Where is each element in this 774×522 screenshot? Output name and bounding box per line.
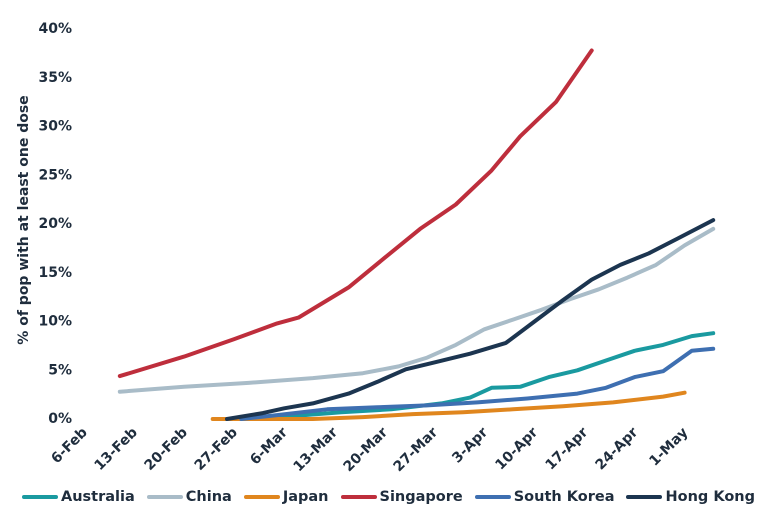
series-line-south-korea <box>239 346 716 421</box>
legend-swatch <box>626 495 663 499</box>
y-tick-label: 40% <box>38 21 72 37</box>
y-tick-label: 20% <box>38 216 72 232</box>
y-tick-label: 30% <box>38 119 72 135</box>
legend-label: South Korea <box>513 489 615 505</box>
legend-item: China <box>146 489 232 505</box>
series-line-hong-kong <box>225 218 716 421</box>
legend-label: Japan <box>282 489 329 505</box>
x-tick-label: 6-Feb <box>48 425 90 467</box>
legend-swatch <box>474 495 511 499</box>
series-line-singapore <box>117 48 594 379</box>
y-tick-label: 10% <box>38 314 72 330</box>
legend-swatch <box>243 495 280 499</box>
x-tick-label: 6-Mar <box>247 424 291 468</box>
series-line-australia <box>239 331 716 421</box>
y-tick-label: 35% <box>38 70 72 86</box>
x-tick-label: 24-Apr <box>593 424 642 473</box>
legend-item: South Korea <box>474 489 615 505</box>
series-lines <box>117 48 716 421</box>
y-axis-ticks: 0% 5% 10% 15% 20% 25% 30% 35% 40% <box>38 21 72 427</box>
x-tick-label: 20-Feb <box>142 425 191 474</box>
x-tick-label: 13-Feb <box>92 425 141 474</box>
legend-item: Hong Kong <box>626 489 755 505</box>
legend-label: Hong Kong <box>665 489 755 505</box>
x-tick-label: 10-Apr <box>492 424 541 473</box>
legend-item: Japan <box>243 489 329 505</box>
x-tick-label: 27-Mar <box>391 424 442 475</box>
legend-item: Singapore <box>340 489 463 505</box>
series-line-china <box>117 226 716 394</box>
legend-swatch <box>340 495 377 499</box>
legend-label: China <box>185 489 232 505</box>
legend-item: Australia <box>22 489 135 505</box>
x-tick-label: 27-Feb <box>192 425 241 474</box>
legend-swatch <box>146 495 183 499</box>
legend: Australia China Japan Singapore South Korea H… <box>22 489 767 505</box>
legend-swatch <box>22 495 58 499</box>
y-tick-label: 25% <box>38 167 72 183</box>
y-tick-label: 5% <box>48 362 72 378</box>
y-axis-label: % of pop with at least one dose <box>16 95 32 344</box>
x-tick-label: 20-Mar <box>341 424 392 475</box>
legend-label: Australia <box>61 489 135 505</box>
x-tick-label: 17-Apr <box>542 424 591 473</box>
x-tick-label: 3-Apr <box>449 424 491 466</box>
x-tick-label: 13-Mar <box>290 424 341 475</box>
x-tick-label: 1-May <box>646 425 691 470</box>
legend-label: Singapore <box>379 489 463 505</box>
series-line-japan <box>210 390 687 421</box>
y-tick-label: 0% <box>48 411 72 427</box>
y-tick-label: 15% <box>38 265 72 281</box>
x-axis-ticks: 6-Feb 13-Feb 20-Feb 27-Feb 6-Mar 13-Mar 20-Mar… <box>48 424 691 475</box>
